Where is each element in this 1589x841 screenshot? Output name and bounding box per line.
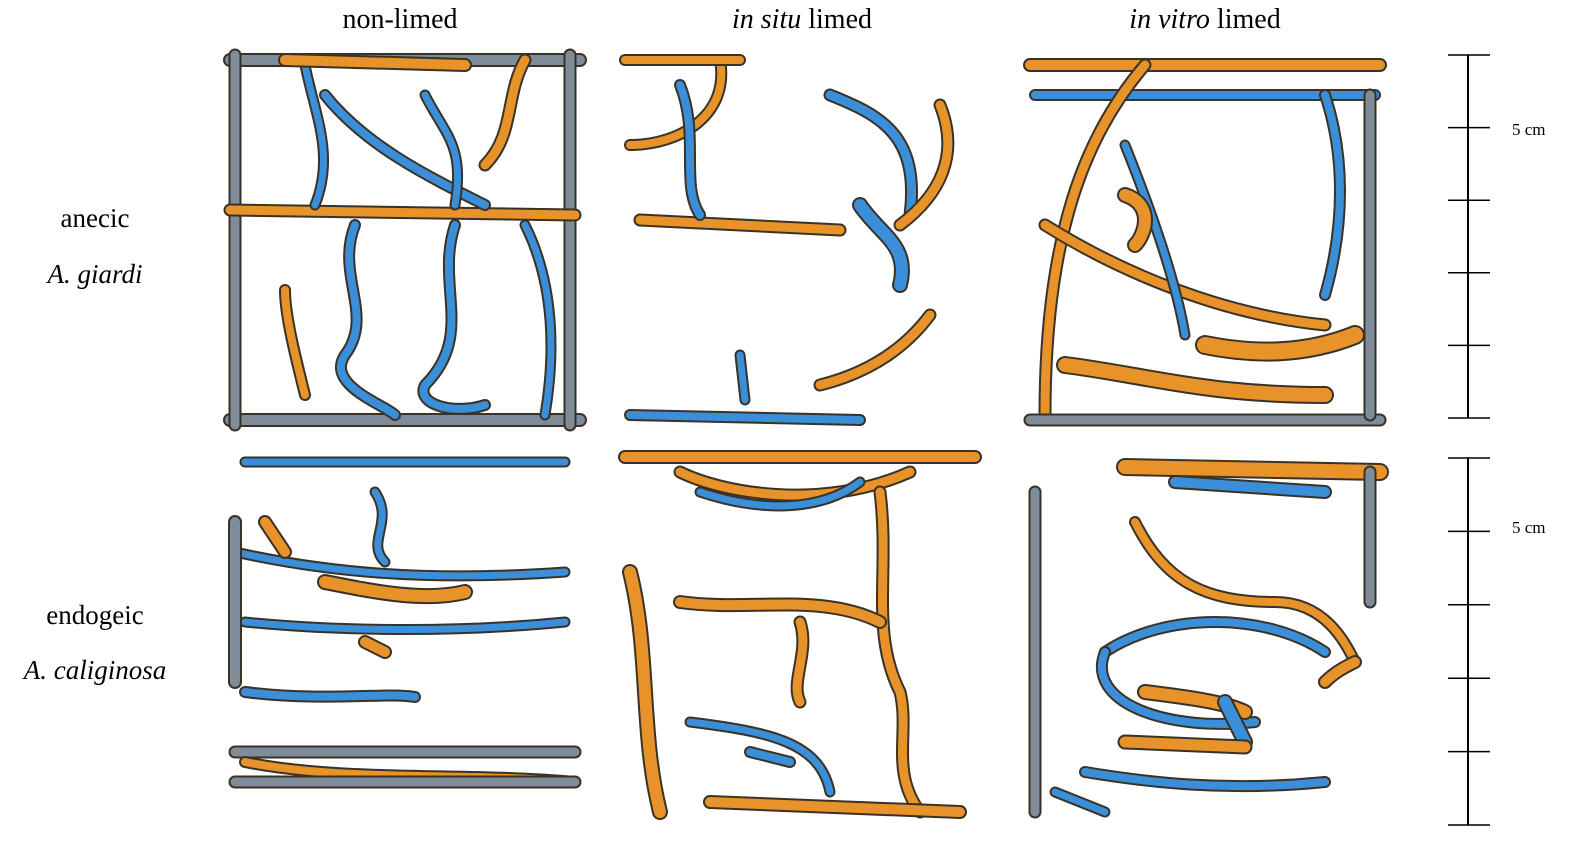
burrow (875, 487, 925, 817)
burrow (1040, 60, 1150, 420)
burrow (260, 517, 290, 557)
row-species: A. giardi (0, 259, 190, 290)
burrow (1121, 141, 1189, 339)
burrow-panel (228, 456, 582, 789)
burrow (1219, 696, 1251, 748)
burrow (1058, 358, 1332, 402)
burrow (635, 215, 845, 235)
burrow (419, 221, 489, 413)
burrow (895, 100, 953, 230)
burrow (1119, 736, 1251, 753)
burrow (1170, 477, 1330, 497)
burrow (696, 478, 864, 510)
burrow (676, 81, 704, 219)
burrow (1101, 618, 1329, 656)
burrow (815, 310, 935, 390)
burrow (736, 351, 749, 404)
burrow-outline (1129, 516, 1361, 668)
column-header: in situ limed (602, 4, 1002, 36)
scale-label: 5 cm (1512, 120, 1546, 139)
scale-label: 5 cm (1512, 518, 1546, 537)
column-header-italic: in vitro (1129, 4, 1210, 35)
column-header-text: limed (808, 4, 872, 35)
row-species: A. caliginosa (0, 655, 190, 686)
burrow (231, 548, 569, 580)
column-header-italic: in situ (732, 4, 802, 35)
burrow (624, 566, 666, 818)
row-species-text: A. caliginosa (23, 655, 167, 685)
burrow (686, 718, 834, 796)
column-header: non-limed (200, 4, 600, 36)
burrow (1119, 189, 1151, 251)
burrow-panel (223, 48, 587, 432)
burrow (675, 467, 915, 500)
burrow (337, 221, 399, 419)
burrow-outline (813, 308, 937, 392)
burrow (281, 286, 309, 399)
burrow (1081, 768, 1329, 791)
burrow (675, 597, 885, 627)
burrow (1131, 518, 1359, 666)
burrow (626, 56, 726, 149)
burrow-panel (1023, 58, 1387, 427)
burrow (1197, 327, 1363, 360)
burrow (241, 688, 419, 701)
burrow (225, 205, 580, 220)
column-header-text: limed (1216, 4, 1281, 35)
burrow (360, 637, 390, 657)
burrow (371, 488, 389, 566)
burrow-panel (1028, 458, 1389, 819)
burrow (1118, 460, 1387, 479)
burrow (1098, 648, 1259, 728)
burrow (301, 61, 328, 209)
burrow (626, 411, 864, 424)
burrow (241, 618, 569, 633)
burrow (825, 90, 916, 220)
burrow (1139, 686, 1251, 718)
burrow (319, 576, 471, 603)
burrow (1320, 657, 1360, 687)
burrow (792, 617, 808, 707)
burrow-panel (619, 54, 955, 426)
row-group: anecic (60, 203, 130, 233)
burrow (421, 91, 462, 209)
burrow (746, 748, 794, 766)
column-header: in vitro limed (1005, 4, 1405, 36)
burrow (854, 199, 908, 291)
row-group: endogeic (46, 600, 144, 630)
burrow-panel (618, 450, 982, 820)
row-species-text: A. giardi (47, 259, 143, 289)
burrow (1321, 91, 1344, 299)
burrow (521, 221, 555, 419)
burrow (480, 55, 530, 170)
column-header-text: non-limed (342, 4, 458, 35)
burrow (705, 797, 965, 817)
burrow (321, 91, 489, 209)
burrow (1051, 788, 1109, 816)
burrow (280, 55, 470, 70)
